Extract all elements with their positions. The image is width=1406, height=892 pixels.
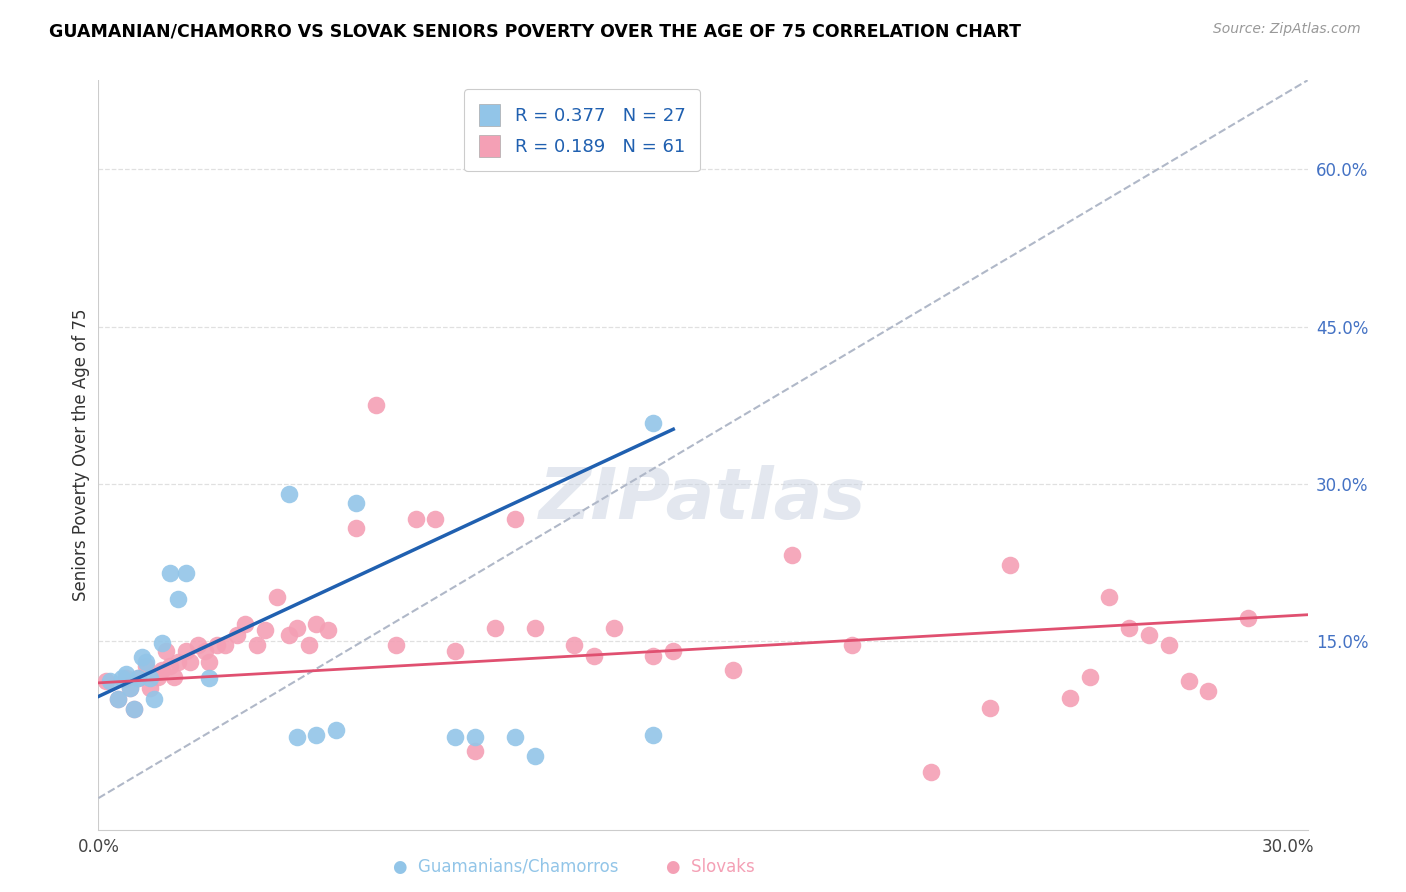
Point <box>603 621 626 635</box>
Point <box>1078 669 1101 683</box>
Point <box>305 728 328 742</box>
Point <box>1157 638 1180 652</box>
Point <box>194 644 217 658</box>
Text: Source: ZipAtlas.com: Source: ZipAtlas.com <box>1213 22 1361 37</box>
Point <box>643 648 665 663</box>
Point <box>444 731 467 745</box>
Point <box>115 671 138 685</box>
Point <box>142 691 165 706</box>
Point <box>503 731 526 745</box>
Point <box>979 701 1001 715</box>
Point <box>122 702 145 716</box>
Point <box>233 617 256 632</box>
Point <box>344 521 367 535</box>
Point <box>120 681 142 695</box>
Text: ZIPatlas: ZIPatlas <box>540 466 866 534</box>
Point <box>841 638 863 652</box>
Point <box>1198 684 1220 698</box>
Point <box>562 638 585 652</box>
Point <box>582 648 605 663</box>
Point <box>266 590 288 604</box>
Y-axis label: Seniors Poverty Over the Age of 75: Seniors Poverty Over the Age of 75 <box>72 309 90 601</box>
Point <box>523 621 546 635</box>
Point <box>1000 558 1022 573</box>
Point <box>344 495 367 509</box>
Point <box>150 636 173 650</box>
Point <box>150 663 173 677</box>
Point <box>146 669 169 683</box>
Point <box>246 638 269 652</box>
Point <box>1118 621 1140 635</box>
Point <box>318 624 340 638</box>
Point <box>131 649 153 664</box>
Point <box>226 627 249 641</box>
Point <box>1137 627 1160 641</box>
Point <box>122 702 145 716</box>
Point <box>464 744 486 758</box>
Point <box>662 644 685 658</box>
Point <box>523 749 546 764</box>
Point <box>163 669 186 683</box>
Point <box>166 592 188 607</box>
Point <box>139 681 162 695</box>
Point <box>155 644 177 658</box>
Point <box>107 691 129 706</box>
Point <box>503 512 526 526</box>
Point <box>1098 590 1121 604</box>
Point <box>643 728 665 742</box>
Text: ●  Guamanians/Chamorros: ● Guamanians/Chamorros <box>394 858 619 876</box>
Point <box>425 512 447 526</box>
Point <box>920 764 942 779</box>
Point <box>107 691 129 706</box>
Point <box>285 621 308 635</box>
Point <box>464 731 486 745</box>
Text: GUAMANIAN/CHAMORRO VS SLOVAK SENIORS POVERTY OVER THE AGE OF 75 CORRELATION CHAR: GUAMANIAN/CHAMORRO VS SLOVAK SENIORS POV… <box>49 22 1021 40</box>
Point <box>1059 690 1081 705</box>
Point <box>721 663 744 677</box>
Point <box>135 659 157 673</box>
Point <box>405 512 427 526</box>
Point <box>207 638 229 652</box>
Point <box>643 416 665 430</box>
Point <box>127 671 149 685</box>
Point <box>285 731 308 745</box>
Point <box>297 638 319 652</box>
Legend: R = 0.377   N = 27, R = 0.189   N = 61: R = 0.377 N = 27, R = 0.189 N = 61 <box>464 89 700 171</box>
Point <box>166 655 188 669</box>
Point <box>780 548 803 562</box>
Point <box>174 644 197 658</box>
Point <box>179 655 201 669</box>
Point <box>98 673 121 688</box>
Point <box>253 624 276 638</box>
Point <box>1177 673 1199 688</box>
Point <box>384 638 406 652</box>
Point <box>325 723 347 737</box>
Point <box>111 671 134 685</box>
Point <box>444 644 467 658</box>
Point <box>277 627 299 641</box>
Text: ●  Slovaks: ● Slovaks <box>665 858 755 876</box>
Point <box>159 659 181 673</box>
Point <box>159 566 181 580</box>
Point <box>186 638 208 652</box>
Point <box>96 673 118 688</box>
Point <box>305 617 328 632</box>
Point <box>127 671 149 685</box>
Point <box>198 671 221 685</box>
Point <box>364 398 387 412</box>
Point <box>484 621 506 635</box>
Point <box>198 655 221 669</box>
Point <box>139 671 162 685</box>
Point <box>214 638 236 652</box>
Point <box>1237 611 1260 625</box>
Point <box>115 667 138 681</box>
Point <box>120 681 142 695</box>
Point <box>277 487 299 501</box>
Point <box>174 566 197 580</box>
Point <box>135 655 157 669</box>
